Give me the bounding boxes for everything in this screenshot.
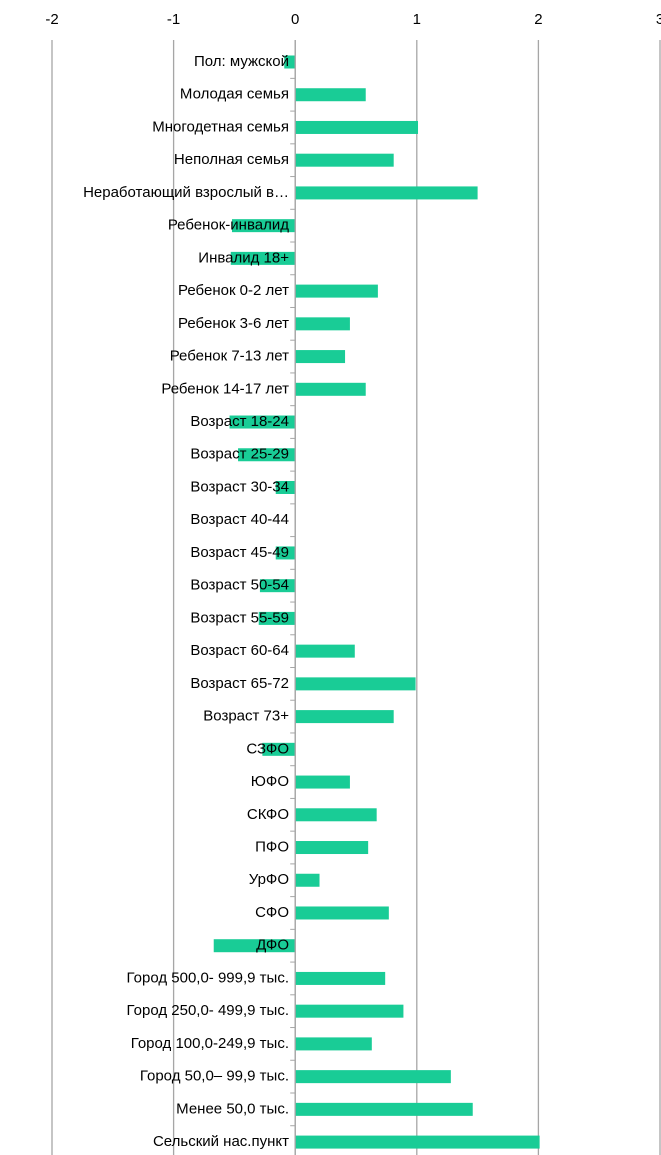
bar bbox=[295, 120, 419, 134]
y-tick-label: Возраст 25-29 bbox=[190, 446, 289, 463]
bar bbox=[262, 742, 296, 756]
bar bbox=[295, 677, 416, 691]
y-tick-label: Неработающий взрослый в… bbox=[83, 184, 289, 201]
bar bbox=[295, 873, 320, 887]
bar bbox=[258, 611, 296, 625]
bar bbox=[295, 350, 346, 364]
bar bbox=[295, 1070, 451, 1084]
y-tick-label: Возраст 60-64 bbox=[190, 642, 289, 659]
y-tick-label: Инвалид 18+ bbox=[198, 249, 289, 266]
bar bbox=[275, 546, 296, 560]
y-tick-label: Возраст 45-49 bbox=[190, 544, 289, 561]
y-tick-label: Сельский нас.пункт bbox=[153, 1133, 289, 1150]
y-tick-label: Город 100,0-249,9 тыс. bbox=[131, 1035, 289, 1052]
y-tick-label: СКФО bbox=[247, 806, 289, 823]
bar bbox=[295, 644, 355, 658]
y-tick-label: ПФО bbox=[255, 838, 289, 855]
bar bbox=[295, 775, 350, 789]
y-tick-label: Возраст 73+ bbox=[203, 708, 289, 725]
bar bbox=[295, 971, 386, 985]
bar bbox=[284, 55, 296, 69]
y-tick-label: Ребенок 0-2 лет bbox=[178, 282, 289, 299]
y-tick-label: Город 50,0– 99,9 тыс. bbox=[140, 1068, 289, 1085]
x-tick-label: 1 bbox=[413, 11, 421, 28]
bar bbox=[295, 1037, 372, 1051]
y-tick-label: Ребенок 14-17 лет bbox=[161, 380, 289, 397]
y-tick-label: Менее 50,0 тыс. bbox=[176, 1100, 289, 1117]
y-tick-label: УрФО bbox=[249, 871, 289, 888]
bar bbox=[295, 841, 369, 855]
y-tick-label: Многодетная семья bbox=[152, 118, 289, 135]
bar bbox=[295, 382, 366, 396]
x-tick-label: 0 bbox=[291, 11, 299, 28]
bar bbox=[295, 710, 394, 724]
y-tick-label: СФО bbox=[255, 904, 289, 921]
bar bbox=[229, 415, 296, 429]
y-tick-label: Город 250,0- 499,9 тыс. bbox=[127, 1002, 289, 1019]
y-tick-label: Возраст 50-54 bbox=[190, 577, 289, 594]
x-tick-label: -2 bbox=[45, 11, 58, 28]
bar bbox=[295, 808, 377, 822]
y-tick-label: Возраст 30-34 bbox=[190, 478, 289, 495]
y-tick-label: Пол: мужской bbox=[194, 53, 289, 70]
y-tick-label: ЮФО bbox=[251, 773, 289, 790]
bar bbox=[213, 939, 296, 953]
y-tick-label: Возраст 65-72 bbox=[190, 675, 289, 692]
bar bbox=[230, 251, 296, 265]
y-tick-label: ДФО bbox=[256, 937, 289, 954]
bar bbox=[295, 186, 478, 200]
bar bbox=[295, 906, 389, 920]
bar bbox=[231, 219, 296, 233]
bar bbox=[295, 1004, 404, 1018]
bar bbox=[295, 1135, 540, 1149]
y-tick-label: Возраст 18-24 bbox=[190, 413, 289, 430]
y-tick-label: Возраст 40-44 bbox=[190, 511, 289, 528]
bar bbox=[295, 1102, 473, 1116]
x-tick-label: 2 bbox=[534, 11, 542, 28]
bar bbox=[295, 153, 394, 167]
bar bbox=[238, 448, 296, 462]
bar bbox=[295, 88, 366, 102]
y-tick-label: Ребенок-инвалид bbox=[168, 217, 289, 234]
y-tick-label: Возраст 55-59 bbox=[190, 609, 289, 626]
bar bbox=[295, 317, 350, 331]
bar bbox=[295, 284, 378, 298]
y-tick-label: СЗФО bbox=[246, 740, 289, 757]
y-tick-label: Молодая семья bbox=[180, 86, 289, 103]
x-tick-label: 3 bbox=[656, 11, 661, 28]
y-tick-label: Неполная семья bbox=[174, 151, 289, 168]
bar bbox=[259, 579, 296, 593]
y-tick-label: Ребенок 3-6 лет bbox=[178, 315, 289, 332]
y-tick-label: Ребенок 7-13 лет bbox=[170, 348, 289, 365]
y-tick-label: Город 500,0- 999,9 тыс. bbox=[127, 969, 289, 986]
bar bbox=[275, 480, 296, 494]
x-tick-label: -1 bbox=[167, 11, 180, 28]
